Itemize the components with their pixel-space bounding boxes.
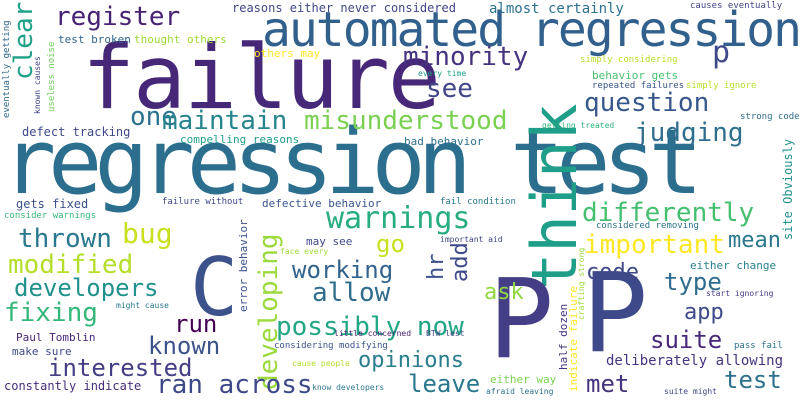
word-important-aid: important aid <box>440 235 503 244</box>
word-app: app <box>684 300 724 325</box>
word-important: important <box>584 230 725 260</box>
word-bug: bug <box>122 217 173 250</box>
word-causes-eventually: causes eventually <box>690 1 783 11</box>
word-may-see: may see <box>306 235 353 248</box>
word-met: met <box>586 370 630 398</box>
word-c: C <box>190 241 239 334</box>
word-considered-removing: considered removing <box>596 221 699 231</box>
word-code: code <box>586 260 639 285</box>
word-hr: hr <box>424 253 449 281</box>
word-either-change: either change <box>690 259 777 272</box>
word-failure-without: failure without <box>162 197 244 207</box>
word-question: question <box>584 88 710 118</box>
word-make-sure: make sure <box>12 345 72 358</box>
word-thrown: thrown <box>18 224 112 254</box>
word-reasons-either-never-considered: reasons either never considered <box>232 1 456 15</box>
word-getting-treated: getting treated <box>542 121 615 130</box>
word-fixing: fixing <box>4 298 98 328</box>
word-strong-code: strong code <box>740 112 800 122</box>
word-one: one <box>130 102 177 132</box>
word-fail-condition: fail condition <box>440 197 516 207</box>
word-known-causes: known causes <box>33 56 42 114</box>
word-simply-considering: simply considering <box>580 55 678 65</box>
word-defective-behavior: defective behavior <box>262 197 382 210</box>
word-paul-tomblin: Paul Tomblin <box>16 331 96 344</box>
word-judging: judging <box>634 118 744 148</box>
word-modified: modified <box>8 250 134 280</box>
word-every-time: every time <box>418 69 467 78</box>
word-gets-fixed: gets fixed <box>16 197 89 211</box>
word-useless-noise: useless noise <box>47 41 57 112</box>
word-know-developers: know developers <box>312 383 385 392</box>
word-others-may: others may <box>254 47 321 60</box>
word-consider-warnings: consider warnings <box>4 211 97 221</box>
word-opinions: opinions <box>358 348 464 373</box>
word-type: type <box>664 268 722 296</box>
word-thought-others: thought others <box>134 33 227 46</box>
word-suite: suite <box>650 326 723 354</box>
word-face-every: face every <box>280 247 329 256</box>
word-defect-tracking: defect tracking <box>22 125 131 139</box>
word-behavior-gets: behavior gets <box>592 69 679 82</box>
word-simply-ignore: simply ignore <box>686 81 757 91</box>
word-minority: minority <box>403 42 529 72</box>
word-error-behavior: error behavior <box>237 219 250 312</box>
word-see: see <box>426 74 473 104</box>
word-test-broken: test broken <box>58 33 131 46</box>
word-misunderstood: misunderstood <box>304 106 508 136</box>
word-regression-test: regression test <box>2 110 703 215</box>
word-known: known <box>148 332 221 360</box>
word-mean: mean <box>728 228 781 253</box>
word-interested: interested <box>48 354 193 382</box>
word-pass-fail: pass fail <box>734 341 783 351</box>
word-either-way: either way <box>490 373 557 386</box>
word-bad-behavior: bad behavior <box>404 135 484 148</box>
word-ask: ask <box>484 280 524 305</box>
word-might-cause: might cause <box>116 301 169 310</box>
word-afraid-leaving: afraid leaving <box>486 387 554 396</box>
word-site-obviously: site Obviously <box>781 138 795 240</box>
word-possibly-now: possibly now <box>276 312 464 342</box>
word-warnings: warnings <box>326 201 471 236</box>
word-p-small: p <box>712 35 731 70</box>
word-indicate-failure: indicate failure <box>567 286 580 392</box>
word-suite-might: suite might <box>664 387 717 396</box>
word-go: go <box>376 230 405 258</box>
word-developers: developers <box>14 274 159 302</box>
word-working: working <box>292 256 394 284</box>
word-eventually-getting: eventually getting <box>2 20 12 118</box>
word-maintain: maintain <box>162 106 288 136</box>
word-repeated-failures: repeated failures <box>592 81 685 91</box>
word-leave: leave <box>408 370 481 398</box>
word-add: add <box>448 242 473 282</box>
word-little-concerned: little concerned <box>334 329 412 338</box>
word-p-large-2: P <box>582 249 649 377</box>
word-ran-across: ran across <box>156 370 313 400</box>
word-p-large-1: P <box>488 255 555 383</box>
word-allow: allow <box>312 278 391 308</box>
word-almost-certainly: almost certainly <box>489 1 624 17</box>
word-constantly-indicate: constantly indicate <box>4 379 142 393</box>
word-considering-modifying: considering modifying <box>274 341 388 351</box>
word-start-ignoring: start ignoring <box>706 289 774 298</box>
word-automated-regression: automated regression <box>262 2 800 58</box>
word-test-small: test <box>724 366 782 394</box>
word-compelling-reasons: compelling reasons <box>180 133 300 146</box>
word-differently: differently <box>582 198 755 228</box>
word-run: run <box>174 310 218 338</box>
word-deliberately-allowing: deliberately allowing <box>606 353 784 369</box>
word-cause-people: cause people <box>292 359 350 368</box>
word-failure: failure <box>82 26 441 129</box>
word-register: register <box>55 2 181 32</box>
word-btw-lest: BTW lest <box>426 329 465 338</box>
